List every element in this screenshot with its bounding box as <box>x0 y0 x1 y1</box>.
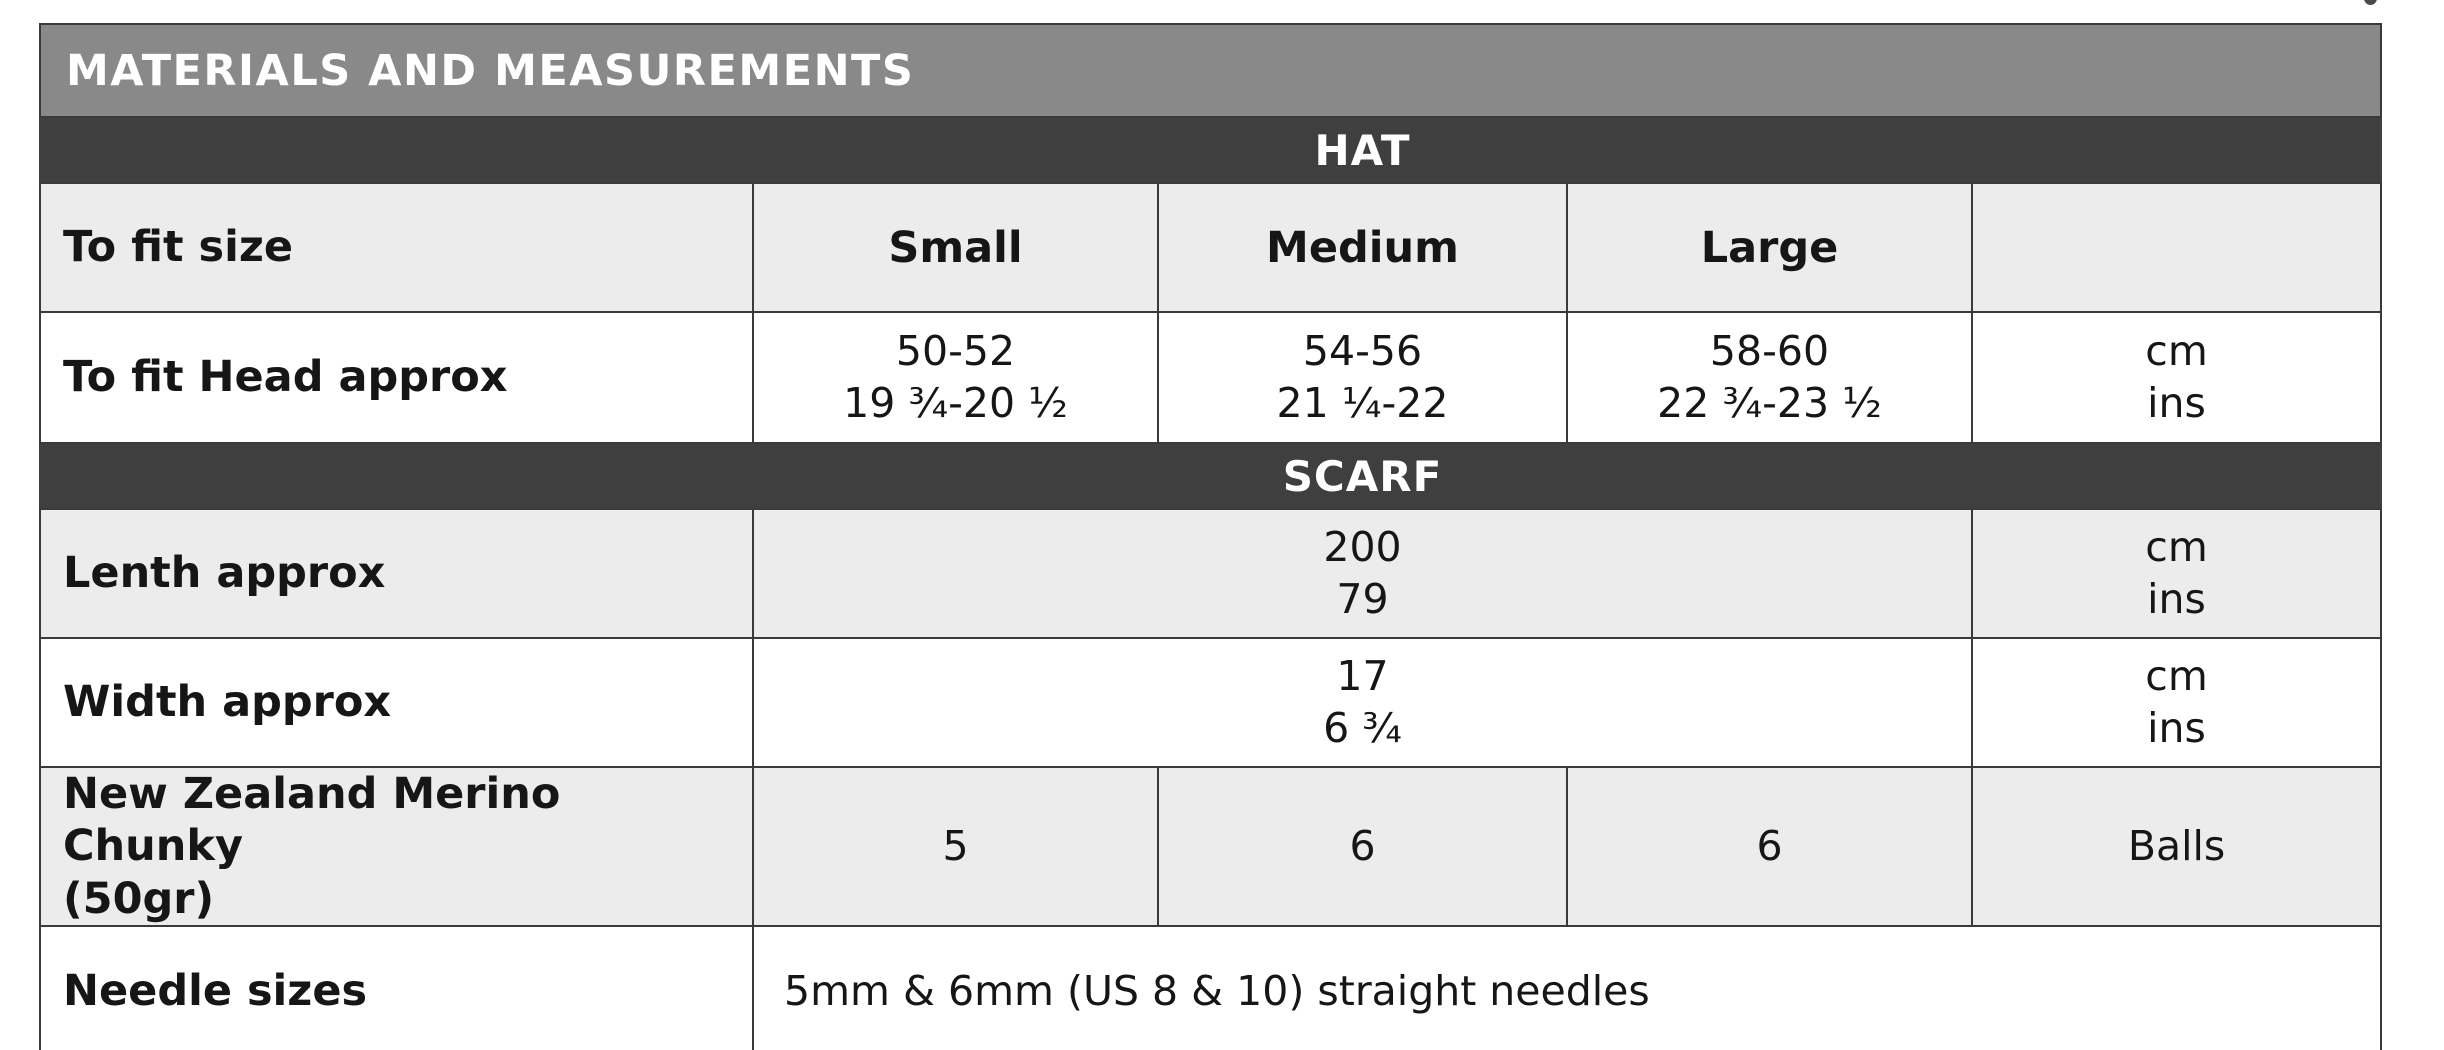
yarn-row-label: New Zealand Merino Chunky (50gr) <box>39 765 754 928</box>
hat-section-spacer-right <box>1970 116 2383 184</box>
table-title: MATERIALS AND MEASUREMENTS <box>38 23 2383 118</box>
yarn-medium-balls: 6 <box>1157 765 1568 928</box>
width-row: Width approx 17 6 ¾ cm ins <box>39 637 2383 768</box>
size-row-label: To fit size <box>39 182 754 313</box>
needle-row: Needle sizes 5mm & 6mm (US 8 & 10) strai… <box>39 925 2383 1050</box>
length-units: cm ins <box>1970 508 2383 639</box>
width-units: cm ins <box>1970 637 2383 768</box>
title-row: MATERIALS AND MEASUREMENTS <box>38 23 2383 118</box>
scarf-section-header: SCARF <box>752 442 1973 510</box>
length-row-label: Lenth approx <box>39 508 754 639</box>
head-large-value: 58-60 22 ¾-23 ½ <box>1566 311 1973 444</box>
hat-section-header: HAT <box>752 116 1973 184</box>
scarf-section-spacer-left <box>39 442 754 510</box>
head-small-value: 50-52 19 ¾-20 ½ <box>752 311 1159 444</box>
size-header-row: To fit size Small Medium Large <box>39 182 2383 313</box>
hat-section-row: HAT <box>39 116 2383 184</box>
size-units-cell-empty <box>1970 182 2383 313</box>
head-measure-row: To fit Head approx 50-52 19 ¾-20 ½ 54-56… <box>39 311 2383 444</box>
scarf-section-row: SCARF <box>39 442 2383 510</box>
width-row-label: Width approx <box>39 637 754 768</box>
yarn-row: New Zealand Merino Chunky (50gr) 5 6 6 B… <box>39 765 2383 928</box>
yarn-units: Balls <box>1970 765 2383 928</box>
size-large-header: Large <box>1566 182 1973 313</box>
head-units: cm ins <box>1970 311 2383 444</box>
size-medium-header: Medium <box>1157 182 1568 313</box>
scarf-section-spacer-right <box>1970 442 2383 510</box>
head-medium-value: 54-56 21 ¼-22 <box>1157 311 1568 444</box>
yarn-large-balls: 6 <box>1566 765 1973 928</box>
clipped-glyph-artifact <box>2364 0 2377 5</box>
size-small-header: Small <box>752 182 1159 313</box>
needle-sizes-value: 5mm & 6mm (US 8 & 10) straight needles <box>751 925 2383 1050</box>
needle-row-label: Needle sizes <box>39 925 754 1050</box>
yarn-small-balls: 5 <box>752 765 1159 928</box>
head-row-label: To fit Head approx <box>39 311 754 444</box>
materials-and-measurements-table: MATERIALS AND MEASUREMENTS HAT To fit si… <box>38 23 2383 1050</box>
length-row: Lenth approx 200 79 cm ins <box>39 508 2383 639</box>
width-value: 17 6 ¾ <box>752 637 1973 768</box>
hat-section-spacer-left <box>39 116 754 184</box>
length-value: 200 79 <box>752 508 1973 639</box>
